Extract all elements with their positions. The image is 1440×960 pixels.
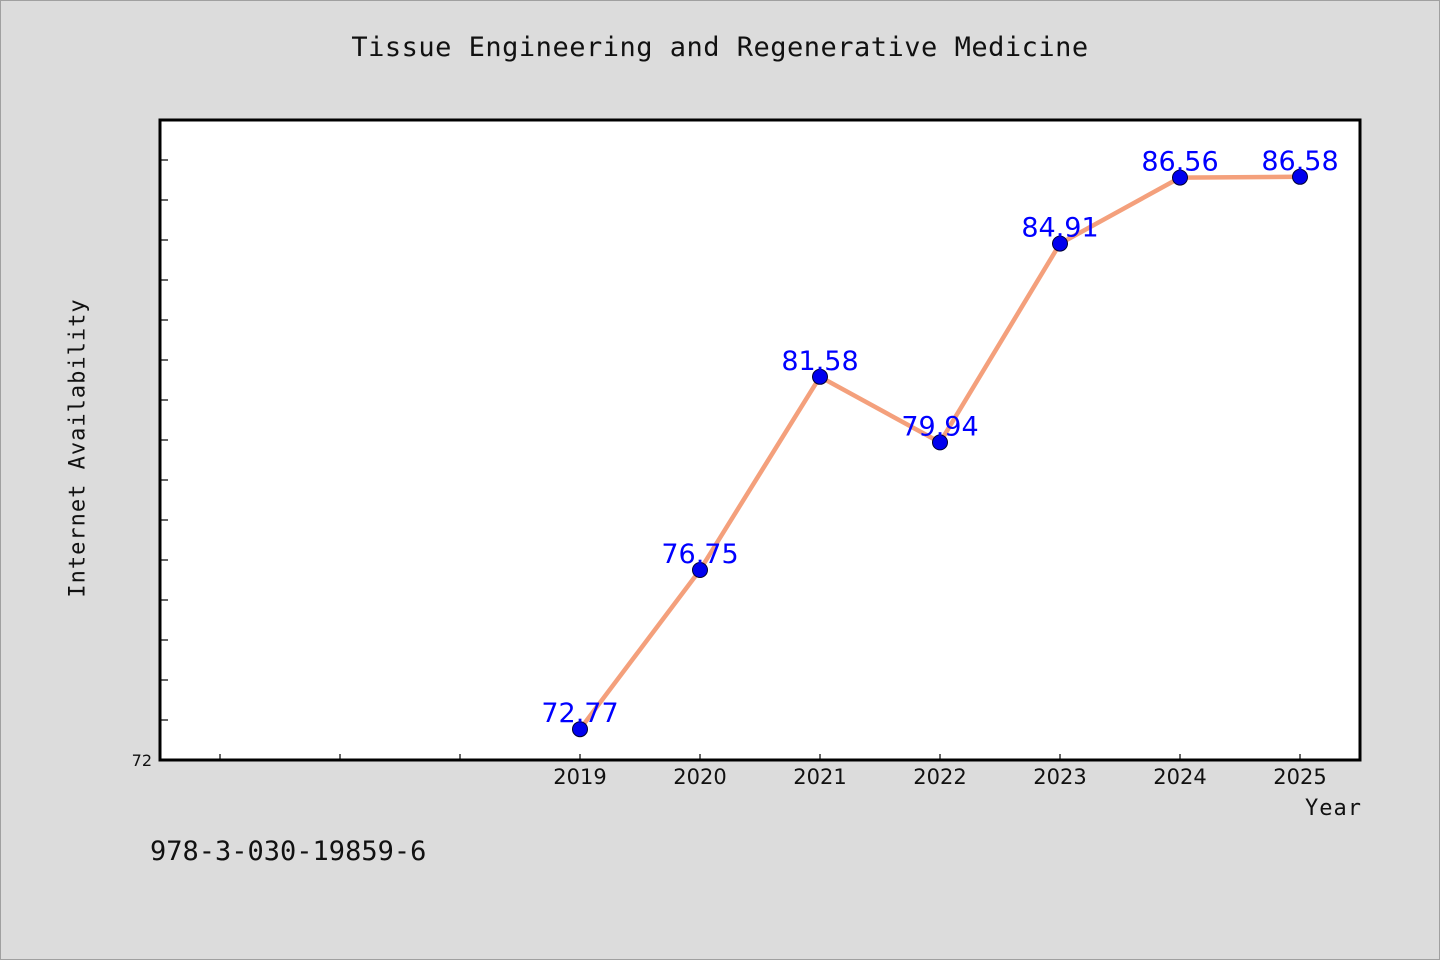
data-label: 76.75 bbox=[661, 539, 738, 570]
data-labels-group: 72.77 76.75 81.58 79.94 84.91 86.56 86.58 bbox=[541, 146, 1338, 729]
x-tick-label: 2025 bbox=[1273, 765, 1326, 789]
x-tick-label: 2023 bbox=[1033, 765, 1086, 789]
x-tick-label: 2019 bbox=[553, 765, 606, 789]
chart-title: Tissue Engineering and Regenerative Medi… bbox=[351, 32, 1089, 63]
plot-area bbox=[158, 118, 1362, 762]
data-point bbox=[1172, 169, 1188, 186]
series-line-group bbox=[572, 168, 1308, 738]
x-axis-label: Year bbox=[1305, 796, 1362, 821]
data-label: 79.94 bbox=[901, 411, 978, 442]
data-point bbox=[812, 368, 828, 385]
data-point bbox=[932, 434, 948, 451]
data-point bbox=[1292, 168, 1308, 185]
data-label: 72.77 bbox=[541, 698, 618, 729]
x-tick-label: 2022 bbox=[913, 765, 966, 789]
data-label: 86.58 bbox=[1261, 146, 1338, 177]
data-label: 84.91 bbox=[1021, 213, 1098, 244]
x-tick-label: 2021 bbox=[793, 765, 846, 789]
x-tick-label: 2024 bbox=[1153, 765, 1206, 789]
data-point bbox=[572, 721, 588, 738]
axis-ticks: 72 2019 2020 2021 2022 2023 2024 2025 bbox=[132, 159, 1327, 789]
data-point bbox=[1052, 235, 1068, 252]
isbn-footer: 978-3-030-19859-6 bbox=[150, 836, 427, 867]
data-point bbox=[692, 562, 708, 578]
data-label: 81.58 bbox=[781, 346, 858, 377]
y-tick-label: 72 bbox=[132, 751, 152, 770]
data-label: 86.56 bbox=[1141, 147, 1218, 178]
x-tick-label: 2020 bbox=[673, 765, 726, 789]
